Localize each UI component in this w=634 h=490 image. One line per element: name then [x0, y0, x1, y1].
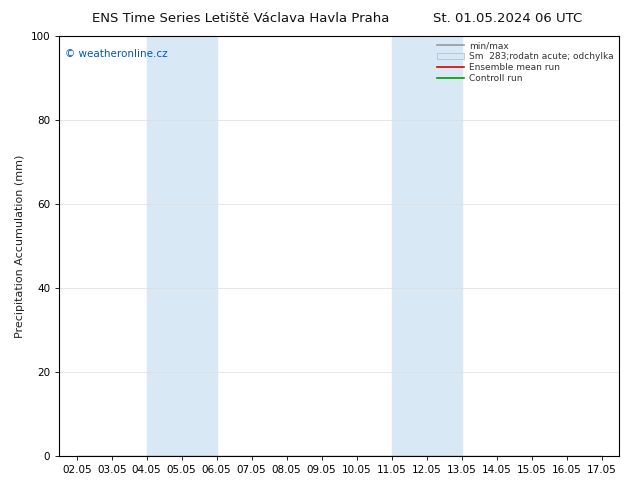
- Bar: [392, 36, 462, 456]
- Text: ENS Time Series Letiště Václava Havla Praha: ENS Time Series Letiště Václava Havla Pr…: [92, 12, 390, 25]
- Text: St. 01.05.2024 06 UTC: St. 01.05.2024 06 UTC: [432, 12, 582, 25]
- Bar: [146, 36, 217, 456]
- Y-axis label: Precipitation Accumulation (mm): Precipitation Accumulation (mm): [15, 154, 25, 338]
- Text: © weatheronline.cz: © weatheronline.cz: [65, 49, 167, 59]
- Legend: min/max, Sm  283;rodatn acute; odchylka, Ensemble mean run, Controll run: min/max, Sm 283;rodatn acute; odchylka, …: [435, 39, 616, 86]
